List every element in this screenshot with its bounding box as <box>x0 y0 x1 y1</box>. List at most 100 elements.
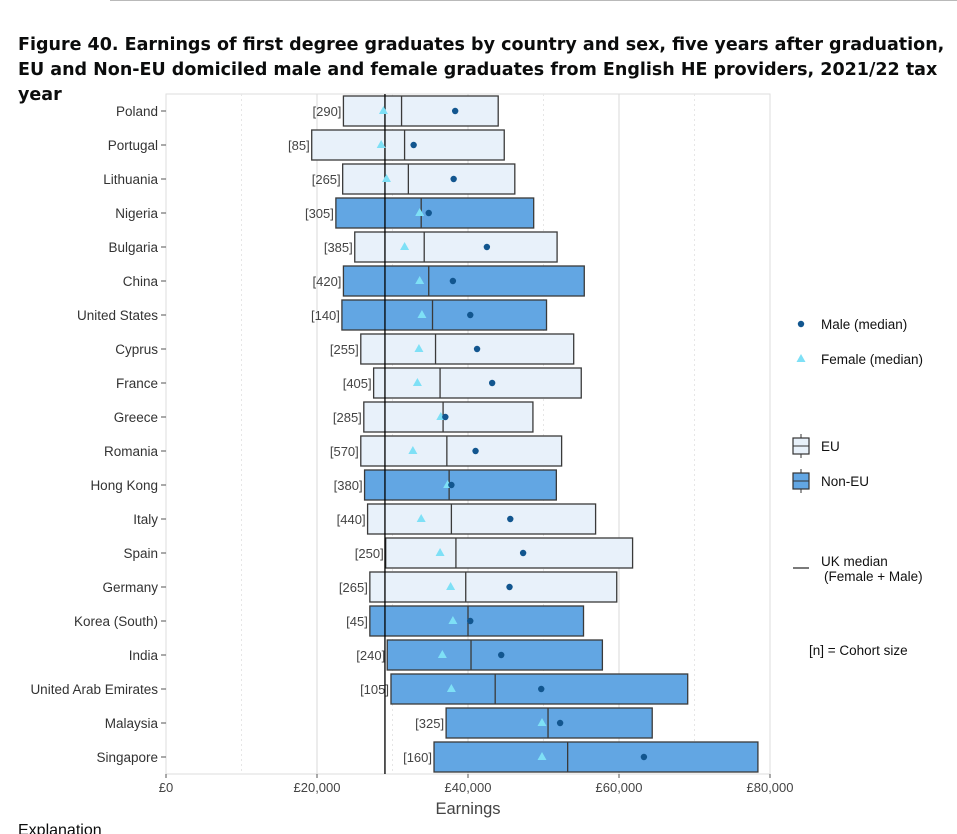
legend-male-label: Male (median) <box>821 317 907 332</box>
female-median-marker-poland <box>378 106 388 114</box>
female-median-marker-romania <box>408 446 418 454</box>
x-tick-label: £0 <box>159 780 173 795</box>
box-lithuania <box>342 163 516 195</box>
cohort-label-hong-kong: [380] <box>334 478 363 493</box>
male-median-marker-portugal <box>410 141 417 149</box>
male-median-marker-hong-kong <box>448 481 455 489</box>
y-tick-label-poland: Poland <box>116 104 158 119</box>
male-median-marker-bulgaria <box>483 243 491 251</box>
female-median-marker-nigeria <box>415 208 425 216</box>
y-tick-label-united-arab-emirates: United Arab Emirates <box>30 682 158 697</box>
cohort-label-united-states: [140] <box>311 308 340 323</box>
y-tick-label-nigeria: Nigeria <box>115 206 158 221</box>
female-median-marker-spain <box>435 548 445 556</box>
male-median-marker-china <box>449 277 457 285</box>
male-median-marker-singapore <box>640 753 648 761</box>
legend-female-marker <box>796 354 806 362</box>
female-median-marker-united-arab-emirates <box>446 684 456 692</box>
male-median-marker-india <box>498 651 505 659</box>
male-median-marker-cyprus <box>473 345 481 353</box>
x-tick-label: £60,000 <box>596 780 643 795</box>
box-hong-kong <box>363 469 557 501</box>
box-united-states <box>341 299 548 331</box>
cohort-label-korea-south: [45] <box>346 614 368 629</box>
female-median-marker-lithuania <box>381 174 391 182</box>
y-tick-label-romania: Romania <box>104 444 159 459</box>
cohort-label-china: [420] <box>313 274 342 289</box>
x-tick-label: £20,000 <box>294 780 341 795</box>
legend-eu-label: EU <box>821 439 840 454</box>
cohort-label-singapore: [160] <box>403 750 432 765</box>
legend-male-marker <box>797 320 805 328</box>
figure-title: Figure 40. Earnings of first degree grad… <box>18 35 945 105</box>
box-korea-south <box>369 605 585 637</box>
y-tick-label-korea-south: Korea (South) <box>74 614 158 629</box>
legend-uk-median-sublabel: (Female + Male) <box>824 569 923 584</box>
legend-female-label: Female (median) <box>821 352 923 367</box>
y-tick-label-singapore: Singapore <box>96 750 158 765</box>
box-china <box>342 265 585 297</box>
y-tick-label-greece: Greece <box>114 410 158 425</box>
top-divider <box>110 0 957 1</box>
box-spain <box>385 537 634 569</box>
y-tick-label-cyprus: Cyprus <box>115 342 158 357</box>
male-median-marker-germany <box>506 583 513 591</box>
male-median-marker-malaysia <box>556 719 564 727</box>
y-tick-label-hong-kong: Hong Kong <box>90 478 158 493</box>
cohort-label-lithuania: [265] <box>312 172 341 187</box>
male-median-marker-nigeria <box>425 209 432 217</box>
y-tick-label-united-states: United States <box>77 308 158 323</box>
cohort-label-italy: [440] <box>337 512 366 527</box>
y-tick-label-spain: Spain <box>123 546 158 561</box>
female-median-marker-united-states <box>417 310 427 318</box>
box-india <box>386 639 604 671</box>
box-france <box>372 367 582 399</box>
cohort-label-poland: [290] <box>313 104 342 119</box>
cohort-label-india: [240] <box>356 648 385 663</box>
male-median-marker-united-states <box>467 311 474 319</box>
y-tick-label-lithuania: Lithuania <box>103 172 158 187</box>
legend-non-eu-label: Non-EU <box>821 474 869 489</box>
y-tick-label-italy: Italy <box>133 512 158 527</box>
legend-uk-median-label: UK median <box>821 554 888 569</box>
cohort-label-germany: [265] <box>339 580 368 595</box>
y-tick-label-china: China <box>123 274 159 289</box>
female-median-marker-korea-south <box>448 616 458 624</box>
cohort-label-romania: [570] <box>330 444 359 459</box>
y-tick-label-france: France <box>116 376 158 391</box>
male-median-marker-italy <box>507 515 514 523</box>
x-axis-title: Earnings <box>435 800 500 818</box>
y-tick-label-portugal: Portugal <box>108 138 158 153</box>
box-malaysia <box>445 707 653 739</box>
y-tick-label-bulgaria: Bulgaria <box>108 240 158 255</box>
male-median-marker-lithuania <box>450 175 457 183</box>
female-median-marker-bulgaria <box>400 242 410 250</box>
box-portugal <box>311 129 505 161</box>
box-poland <box>342 95 499 127</box>
male-median-marker-romania <box>472 447 479 455</box>
female-median-marker-singapore <box>537 752 547 760</box>
box-italy <box>366 503 597 535</box>
male-median-marker-poland <box>451 107 459 115</box>
cohort-label-france: [405] <box>343 376 372 391</box>
y-tick-label-india: India <box>129 648 159 663</box>
female-median-marker-malaysia <box>537 718 547 726</box>
cohort-label-cyprus: [255] <box>330 342 359 357</box>
cohort-label-malaysia: [325] <box>415 716 444 731</box>
y-tick-label-malaysia: Malaysia <box>105 716 159 731</box>
female-median-marker-cyprus <box>414 344 424 352</box>
cohort-label-portugal: [85] <box>288 138 310 153</box>
box-nigeria <box>335 197 535 229</box>
male-median-marker-greece <box>442 413 449 421</box>
female-median-marker-italy <box>416 514 426 522</box>
male-median-marker-france <box>488 379 496 387</box>
female-median-marker-india <box>437 650 447 658</box>
male-median-marker-spain <box>519 549 527 557</box>
x-tick-label: £80,000 <box>747 780 794 795</box>
male-median-marker-korea-south <box>467 617 474 625</box>
legend-cohort-note: [n] = Cohort size <box>809 643 908 658</box>
cohort-label-greece: [285] <box>333 410 362 425</box>
y-tick-label-germany: Germany <box>102 580 158 595</box>
cohort-label-united-arab-emirates: [105] <box>360 682 389 697</box>
